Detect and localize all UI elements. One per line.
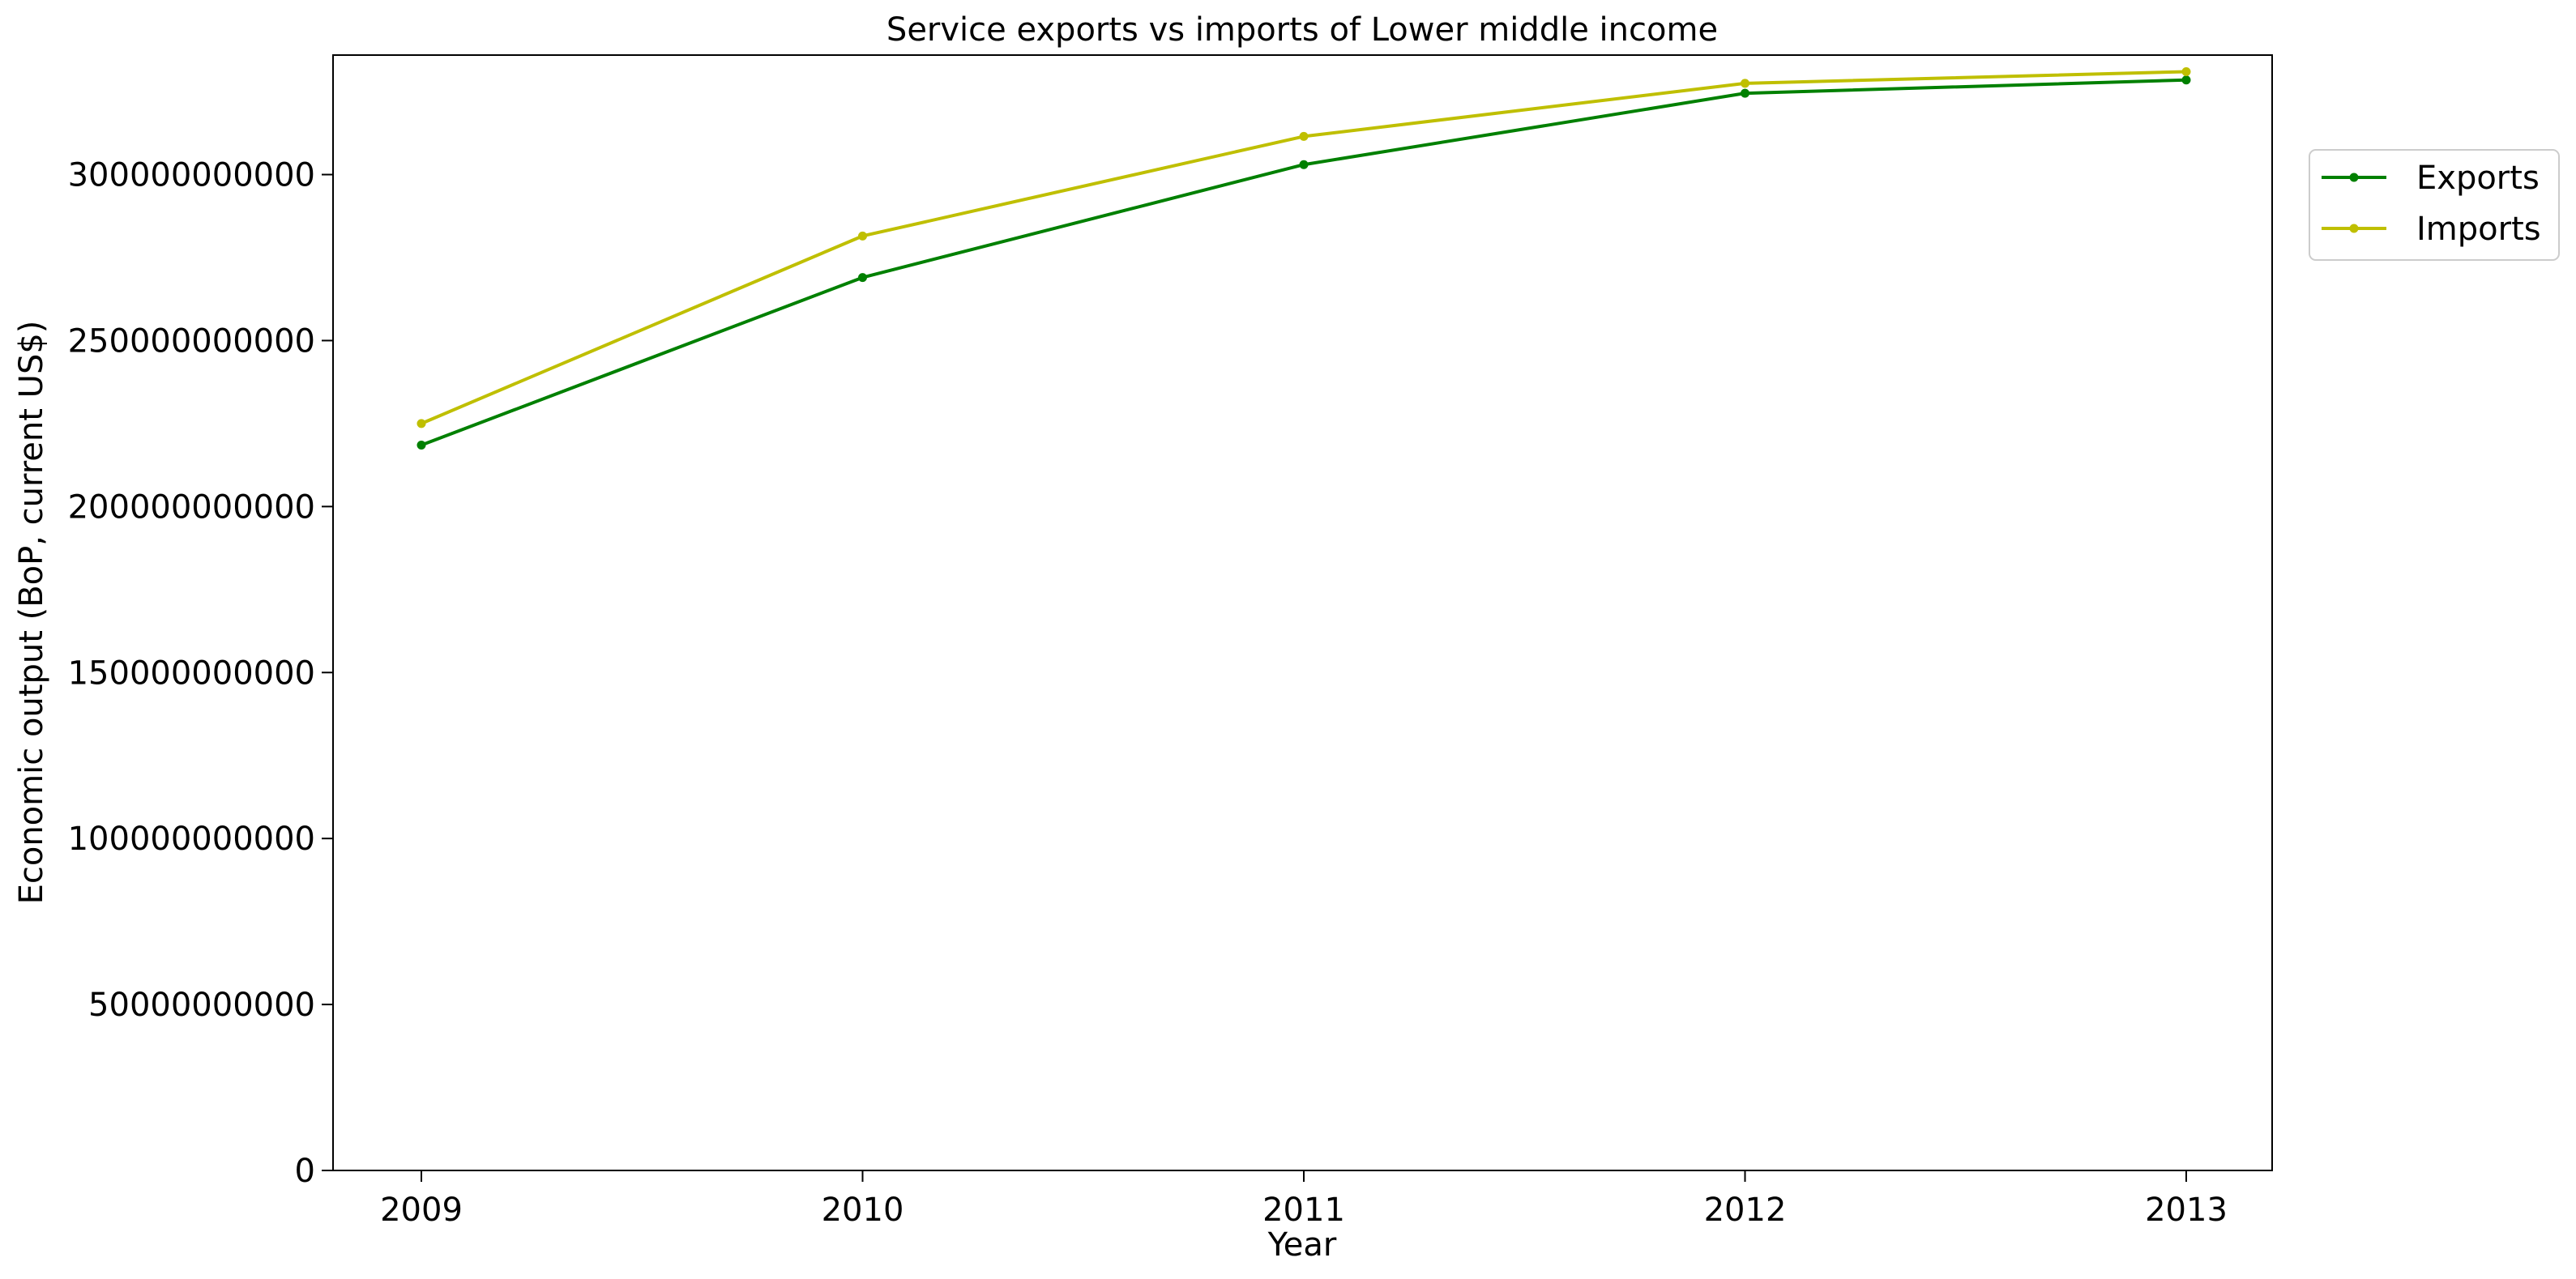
legend-label-exports: Exports (2416, 160, 2540, 197)
data-point-exports (858, 273, 867, 283)
data-point-exports (1299, 160, 1309, 169)
plot-area-frame (332, 54, 2273, 1171)
x-tick-label: 2009 (380, 1192, 463, 1229)
x-axis-ticks: 2009 2010 2011 2012 2013 (380, 1170, 2228, 1229)
data-point-imports (417, 419, 426, 428)
legend-marker-exports (2349, 173, 2359, 182)
legend-label-imports: Imports (2416, 211, 2541, 248)
data-point-exports (417, 441, 426, 450)
chart-title: Service exports vs imports of Lower midd… (886, 11, 1718, 49)
data-point-imports (858, 231, 867, 241)
x-axis-label: Year (1267, 1226, 1337, 1264)
x-tick-label: 2010 (822, 1192, 904, 1229)
y-axis-ticks: 0 50000000000 100000000000 150000000000 2000… (68, 157, 333, 1190)
data-point-imports (1299, 131, 1309, 141)
data-point-imports (1741, 79, 1749, 88)
x-tick-label: 2011 (1262, 1192, 1345, 1229)
data-point-exports (2181, 75, 2191, 85)
y-axis-label: Economic output (BoP, current US$) (13, 321, 50, 905)
data-point-exports (1741, 88, 1749, 98)
series-layer (417, 66, 2191, 450)
y-tick-label: 150000000000 (68, 654, 315, 692)
y-tick-label: 200000000000 (68, 488, 315, 526)
x-tick-label: 2013 (2145, 1192, 2228, 1229)
y-tick-label: 300000000000 (68, 157, 315, 194)
legend: Exports Imports (2309, 149, 2560, 261)
x-tick-label: 2012 (1704, 1192, 1787, 1229)
y-tick-label: 250000000000 (68, 322, 315, 360)
y-tick-label: 50000000000 (88, 987, 315, 1024)
y-tick-label: 100000000000 (68, 821, 315, 858)
data-point-imports (2181, 66, 2191, 76)
y-tick-label: 0 (295, 1153, 315, 1190)
legend-marker-imports (2349, 224, 2359, 233)
